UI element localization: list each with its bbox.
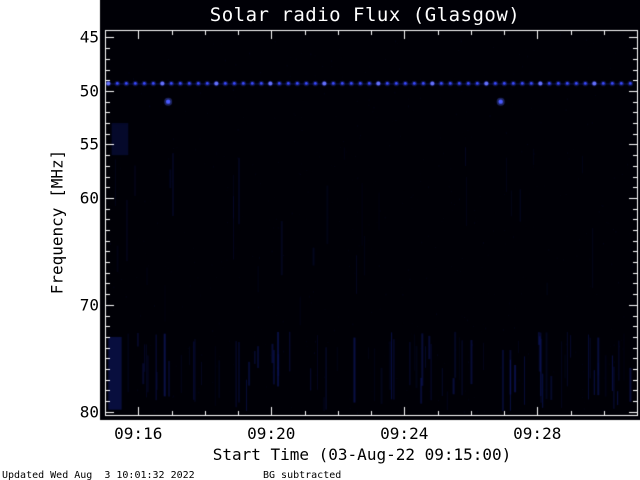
solar-radio-spectrogram: Solar radio Flux (Glasgow) Frequency [MH…	[0, 0, 640, 480]
spectrogram-canvas	[0, 0, 640, 480]
